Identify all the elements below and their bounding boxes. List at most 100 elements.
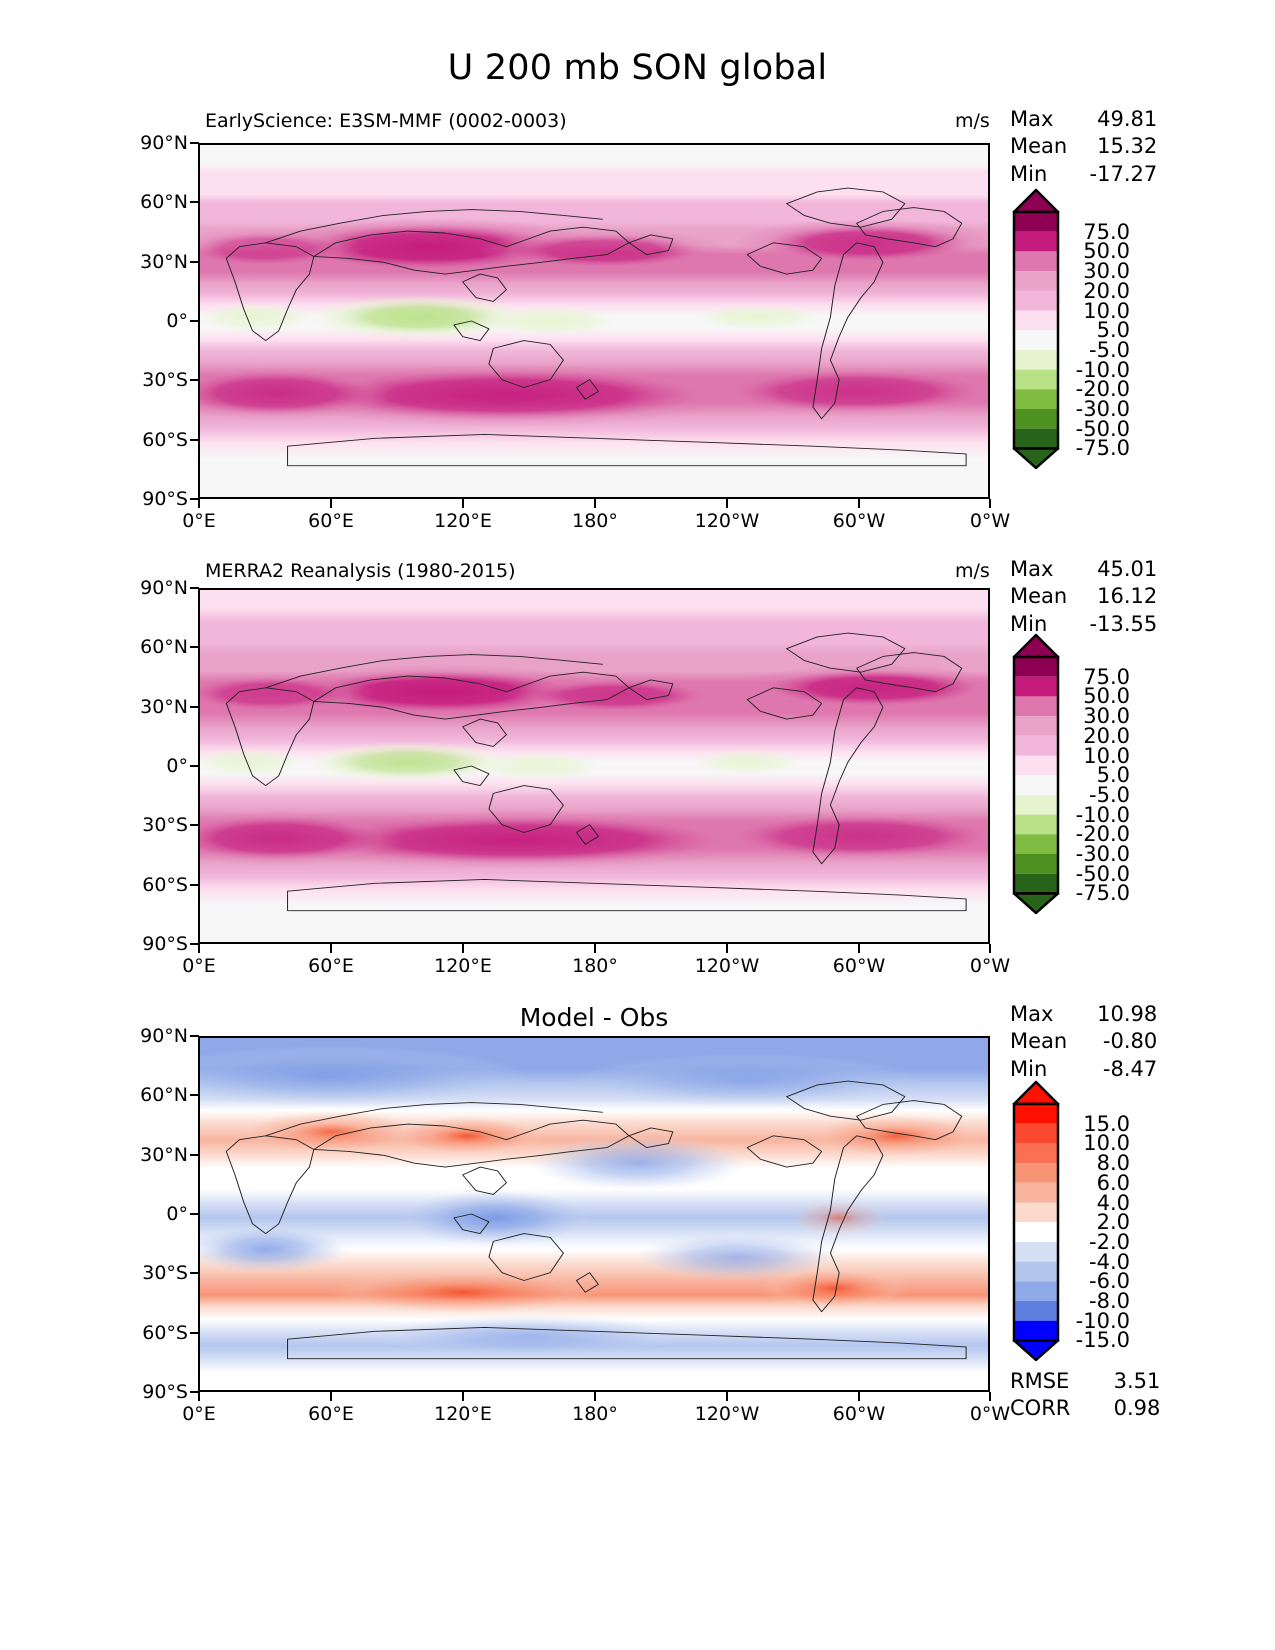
stat-value: -0.80 [1102,1029,1158,1054]
cbar-tick: -20.0 [1075,377,1130,402]
cbar-tick: 5.0 [1096,763,1130,788]
cbar-tick: 30.0 [1083,259,1130,284]
map-obs [198,588,990,944]
x-tick-label: 60°E [308,955,354,977]
x-tick-label: 120°W [694,955,760,977]
x-tick-label: 0°E [182,510,216,532]
stat-value: 16.12 [1097,584,1158,609]
cbar-tick: -20.0 [1075,822,1130,847]
cbar-tick: -30.0 [1075,842,1130,866]
panel-diff-stats: Max 10.98 Mean -0.80 Min -8.47 [1010,1001,1157,1083]
coastlines [225,187,967,467]
cbar-tick: -75.0 [1075,881,1130,906]
panel-model-subtitle: EarlyScience: E3SM-MMF (0002-0003) [205,110,567,132]
cbar-tick: 50.0 [1083,239,1130,264]
map-diff-field [200,1038,988,1390]
x-tick-label: 120°E [434,510,492,532]
stat-key: Max [1010,107,1054,131]
cbar-bands [1012,188,1060,470]
y-tick-label: 0° [166,1203,188,1225]
map-obs-field [200,590,988,942]
x-tick-label: 120°W [694,510,760,532]
x-tick-label: 60°W [832,510,886,532]
stat-value: 49.81 [1097,107,1158,131]
map-model-field [200,145,988,497]
cbar-tick: -10.0 [1075,357,1130,382]
x-tick-label: 0°E [182,955,216,977]
panel-model-units: m/s [955,110,990,132]
stat-value: -17.27 [1089,161,1158,186]
x-tick-label: 0°E [182,1403,216,1425]
stat-key: Mean [1010,1029,1068,1054]
y-tick-label: 30°N [140,695,188,718]
stat-value: -8.47 [1102,1056,1158,1081]
map-model [198,143,990,499]
x-tick-label: 0°W [969,955,1011,977]
x-tick-label: 60°W [832,1403,886,1425]
cbar-tick: 75.0 [1083,664,1130,689]
cbar-tick: -8.0 [1089,1289,1130,1313]
stat-value: 45.01 [1097,557,1158,581]
panel-diff-metrics: RMSE 3.51 CORR 0.98 [1010,1368,1160,1423]
colorbar-model-swatches [1012,188,1060,470]
cbar-tick: 8.0 [1096,1151,1130,1176]
cbar-tick: 30.0 [1083,704,1130,729]
stat-key: Min [1010,611,1048,636]
y-tick-label: 30°S [142,814,188,837]
stat-value: -13.55 [1089,611,1158,636]
y-tick-label: 60°N [140,1084,188,1107]
cbar-tick: -50.0 [1075,416,1130,441]
stat-key: Min [1010,1056,1048,1081]
x-tick-label: 60°E [308,1403,354,1425]
cbar-tick: 10.0 [1083,743,1130,768]
cbar-tick: -30.0 [1075,397,1130,421]
colorbar-obs-swatches [1012,633,1060,915]
stat-value: 10.98 [1097,1002,1158,1026]
y-tick-label: 30°S [142,1262,188,1285]
cbar-tick: 75.0 [1083,219,1130,244]
cbar-tick: -5.0 [1089,337,1130,362]
y-tick-label: 90°N [140,132,188,154]
cbar-tick: -6.0 [1089,1269,1130,1294]
x-tick-label: 0°W [969,510,1011,532]
cbar-tick: -10.0 [1075,1308,1130,1333]
cbar-tick: 10.0 [1083,1131,1130,1156]
y-tick-label: 0° [166,755,188,777]
y-tick-label: 60°N [140,636,188,659]
colorbar-diff-labels: 15.0 10.0 8.0 6.0 4.0 2.0 -2.0 -4.0 -6.0… [1062,1080,1130,1362]
stat-row: Min -13.55 [1010,611,1157,638]
panel-obs-units: m/s [955,560,990,582]
stat-row: Min -8.47 [1010,1056,1157,1083]
x-tick-label: 180° [572,510,618,532]
coastlines [225,1080,967,1360]
y-tick-label: 60°N [140,191,188,214]
stat-row: Max 49.81 [1010,106,1157,133]
colorbar-diff-swatches [1012,1080,1060,1362]
x-tick-label: 180° [572,1403,618,1425]
y-tick-label: 60°S [142,428,188,451]
y-tick-label: 90°S [142,488,188,510]
stat-row: Mean -0.80 [1010,1028,1157,1055]
y-tick-label: 90°S [142,1381,188,1403]
x-tick-label: 120°E [434,1403,492,1425]
cbar-tick: 6.0 [1096,1170,1130,1195]
x-tick-label: 120°E [434,955,492,977]
y-tick-label: 90°S [142,933,188,955]
metric-key: RMSE [1010,1369,1070,1393]
y-tick-label: 0° [166,310,188,332]
metric-key: CORR [1010,1396,1071,1421]
panel-obs-stats: Max 45.01 Mean 16.12 Min -13.55 [1010,556,1157,638]
cbar-tick: 20.0 [1083,278,1130,303]
y-tick-label: 30°N [140,1143,188,1166]
y-tick-label: 30°N [140,250,188,273]
stat-key: Min [1010,161,1048,186]
map-diff [198,1036,990,1392]
stat-row: Max 45.01 [1010,556,1157,583]
stat-row: Max 10.98 [1010,1001,1157,1028]
cbar-tick: 20.0 [1083,723,1130,748]
cbar-tick: 15.0 [1083,1111,1130,1136]
metric-value: 0.98 [1113,1396,1161,1421]
colorbar-obs-labels: 75.0 50.0 30.0 20.0 10.0 5.0 -5.0 -10.0 … [1062,633,1130,915]
cbar-tick: -75.0 [1075,436,1130,461]
